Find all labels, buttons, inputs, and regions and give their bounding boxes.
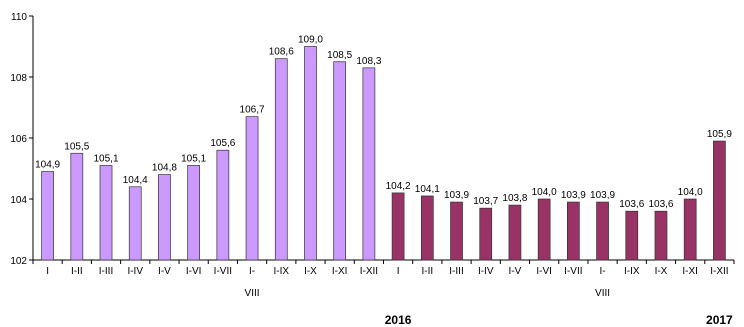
y-tick-label: 108 [10, 73, 27, 84]
value-label: 103,9 [561, 190, 586, 201]
bar [304, 46, 317, 261]
x-tick-label: I-IV [478, 266, 494, 277]
x-tick-label: I-V [158, 266, 171, 277]
value-label: 109,0 [298, 35, 323, 46]
bar [683, 198, 697, 261]
bar [596, 201, 609, 261]
value-label: 103,8 [502, 193, 527, 204]
x-tick-label: I [46, 266, 49, 277]
bar [713, 140, 726, 261]
x-tick-label: I-IV [127, 266, 143, 277]
bar [450, 201, 463, 261]
value-label: 104,2 [386, 181, 411, 192]
value-label: 104,0 [678, 187, 703, 198]
bar [420, 195, 434, 261]
bar [274, 58, 288, 261]
x-tick-label: I-VIII [245, 266, 260, 299]
x-tick-label: I-VI [536, 266, 552, 277]
x-tick-label: I-XI [682, 266, 698, 277]
value-label: 103,6 [619, 199, 644, 210]
x-tick-label: I-II [71, 266, 83, 277]
series-label: 2017 [706, 313, 733, 327]
value-label: 104,0 [532, 187, 557, 198]
value-label: 103,9 [590, 190, 615, 201]
value-label: 103,6 [648, 199, 673, 210]
bar [362, 67, 376, 261]
x-tick-label: I-V [509, 266, 522, 277]
bar [508, 204, 522, 261]
bar [537, 198, 551, 261]
bar [625, 210, 639, 261]
bar [567, 201, 580, 261]
bar [216, 149, 230, 261]
bar [479, 207, 493, 261]
x-tick-label: I-VII [564, 266, 582, 277]
bar [245, 116, 259, 261]
value-label: 104,1 [415, 184, 440, 195]
bar [70, 152, 84, 261]
x-tick-label: I-VII [214, 266, 232, 277]
value-label: 105,1 [181, 153, 206, 164]
x-tick-label: I-XII [710, 266, 728, 277]
y-tick-label: 110 [11, 12, 27, 23]
bar [41, 171, 54, 261]
bar [187, 165, 200, 261]
value-label: 105,5 [64, 141, 89, 152]
x-tick-label: I-XI [332, 266, 348, 277]
y-tick-label: 102 [10, 256, 27, 267]
x-tick-label: I-VI [186, 266, 202, 277]
x-tick-label: I-VIII [595, 266, 610, 299]
bar [158, 174, 171, 261]
value-label: 104,9 [35, 160, 60, 171]
value-label: 105,6 [210, 138, 235, 149]
x-tick-label: I-IX [273, 266, 289, 277]
value-label: 104,8 [152, 163, 177, 174]
bar [128, 186, 142, 261]
bar [99, 165, 113, 261]
bar [654, 210, 668, 261]
y-tick-label: 104 [10, 195, 27, 206]
value-label: 105,1 [94, 153, 119, 164]
bar [391, 192, 405, 261]
y-tick-label: 106 [10, 134, 27, 145]
value-label: 103,7 [473, 196, 498, 207]
value-label: 104,4 [123, 175, 148, 186]
x-tick-label: I-IX [624, 266, 640, 277]
value-label: 108,6 [269, 47, 294, 58]
series-label: 2016 [385, 313, 412, 327]
value-label: 108,3 [356, 56, 381, 67]
x-tick-label: I-XII [360, 266, 378, 277]
bar [333, 61, 347, 261]
value-label: 106,7 [240, 105, 265, 116]
value-label: 105,9 [707, 129, 732, 140]
x-tick-label: I-III [449, 266, 463, 277]
value-label: 103,9 [444, 190, 469, 201]
value-label: 108,5 [327, 50, 352, 61]
x-tick-label: I [397, 266, 400, 277]
x-tick-label: I-III [99, 266, 113, 277]
x-tick-label: I-II [421, 266, 433, 277]
x-tick-label: I-X [304, 266, 317, 277]
x-tick-label: I-X [655, 266, 668, 277]
